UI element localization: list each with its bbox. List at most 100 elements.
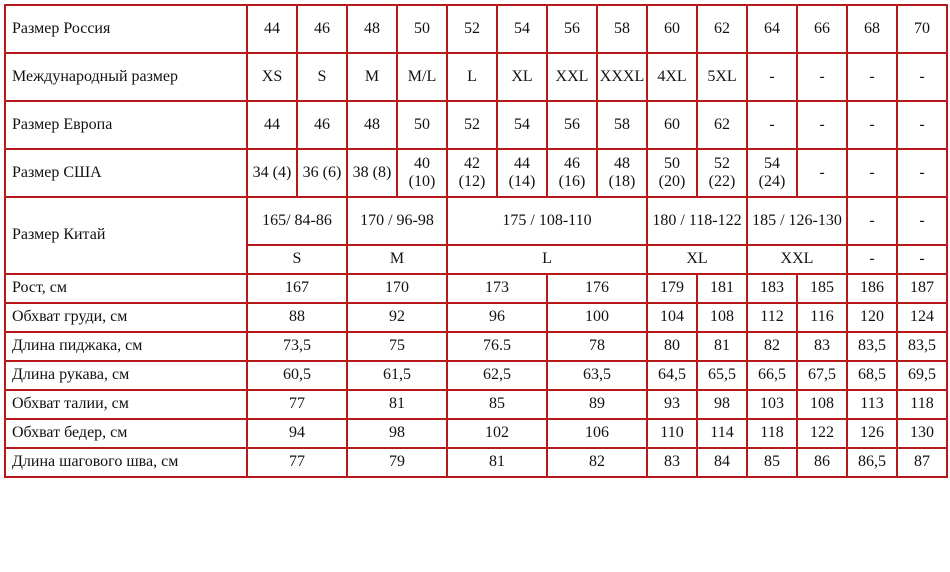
- table-cell: 116: [797, 303, 847, 332]
- table-cell: -: [797, 53, 847, 101]
- size-chart-table: Размер Россия 44 46 48 50 52 54 56 58 60…: [4, 4, 948, 478]
- table-cell: 175 / 108-110: [447, 197, 647, 245]
- table-cell: 62: [697, 5, 747, 53]
- table-cell: 52: [447, 5, 497, 53]
- table-cell: 46: [297, 5, 347, 53]
- table-cell: 118: [897, 390, 947, 419]
- table-cell: 81: [447, 448, 547, 477]
- table-cell: 80: [647, 332, 697, 361]
- table-cell: 60: [647, 101, 697, 149]
- table-cell: 85: [447, 390, 547, 419]
- table-cell: S: [247, 245, 347, 274]
- table-cell: 124: [897, 303, 947, 332]
- table-cell: 58: [597, 101, 647, 149]
- table-cell: 93: [647, 390, 697, 419]
- table-cell: -: [797, 149, 847, 197]
- table-cell: M: [347, 245, 447, 274]
- table-cell: 96: [447, 303, 547, 332]
- table-cell: 179: [647, 274, 697, 303]
- table-cell: 98: [347, 419, 447, 448]
- table-cell: -: [847, 245, 897, 274]
- table-cell: 122: [797, 419, 847, 448]
- table-cell: 103: [747, 390, 797, 419]
- table-cell: 70: [897, 5, 947, 53]
- table-cell: 86: [797, 448, 847, 477]
- row-chest: Обхват груди, см 88 92 96 100 104 108 11…: [5, 303, 947, 332]
- table-cell: 186: [847, 274, 897, 303]
- table-cell: 83,5: [847, 332, 897, 361]
- table-cell: 62,5: [447, 361, 547, 390]
- table-cell: 83: [797, 332, 847, 361]
- table-cell: 68,5: [847, 361, 897, 390]
- table-cell: 50: [397, 101, 447, 149]
- table-cell: 63,5: [547, 361, 647, 390]
- table-cell: 170 / 96-98: [347, 197, 447, 245]
- table-cell: 58: [597, 5, 647, 53]
- row-sleeve: Длина рукава, см 60,5 61,5 62,5 63,5 64,…: [5, 361, 947, 390]
- table-cell: 48: [347, 5, 397, 53]
- table-cell: XXXL: [597, 53, 647, 101]
- table-cell: 167: [247, 274, 347, 303]
- table-cell: 173: [447, 274, 547, 303]
- table-cell: XXL: [747, 245, 847, 274]
- label-russia: Размер Россия: [5, 5, 247, 53]
- table-cell: XL: [647, 245, 747, 274]
- table-cell: 82: [547, 448, 647, 477]
- row-europe: Размер Европа 44 46 48 50 52 54 56 58 60…: [5, 101, 947, 149]
- table-cell: -: [797, 101, 847, 149]
- table-cell: 94: [247, 419, 347, 448]
- table-cell: 106: [547, 419, 647, 448]
- table-cell: 5XL: [697, 53, 747, 101]
- table-cell: 79: [347, 448, 447, 477]
- table-cell: -: [847, 101, 897, 149]
- table-cell: 56: [547, 5, 597, 53]
- table-cell: L: [447, 53, 497, 101]
- table-cell: 89: [547, 390, 647, 419]
- table-cell: 181: [697, 274, 747, 303]
- table-cell: -: [747, 101, 797, 149]
- table-cell: 110: [647, 419, 697, 448]
- table-cell: 54: [497, 101, 547, 149]
- table-cell: 185 / 126-130: [747, 197, 847, 245]
- table-cell: 77: [247, 448, 347, 477]
- table-cell: -: [897, 197, 947, 245]
- table-cell: 48 (18): [597, 149, 647, 197]
- table-cell: 48: [347, 101, 397, 149]
- table-cell: 100: [547, 303, 647, 332]
- label-hips: Обхват бедер, см: [5, 419, 247, 448]
- table-cell: 50: [397, 5, 447, 53]
- table-cell: XL: [497, 53, 547, 101]
- table-cell: -: [897, 53, 947, 101]
- table-cell: 44 (14): [497, 149, 547, 197]
- label-chest: Обхват груди, см: [5, 303, 247, 332]
- label-jacket: Длина пиджака, см: [5, 332, 247, 361]
- table-cell: -: [847, 149, 897, 197]
- table-cell: 64,5: [647, 361, 697, 390]
- table-cell: 56: [547, 101, 597, 149]
- table-cell: 46: [297, 101, 347, 149]
- table-cell: 42 (12): [447, 149, 497, 197]
- table-cell: 66,5: [747, 361, 797, 390]
- table-cell: 64: [747, 5, 797, 53]
- table-cell: -: [847, 53, 897, 101]
- table-cell: 84: [697, 448, 747, 477]
- table-cell: 108: [797, 390, 847, 419]
- table-cell: M: [347, 53, 397, 101]
- table-cell: 62: [697, 101, 747, 149]
- table-cell: 81: [347, 390, 447, 419]
- table-cell: 50 (20): [647, 149, 697, 197]
- table-cell: 76.5: [447, 332, 547, 361]
- row-jacket: Длина пиджака, см 73,5 75 76.5 78 80 81 …: [5, 332, 947, 361]
- table-cell: 180 / 118-122: [647, 197, 747, 245]
- table-cell: 102: [447, 419, 547, 448]
- label-china: Размер Китай: [5, 197, 247, 274]
- row-intl: Международный размер XS S M M/L L XL XXL…: [5, 53, 947, 101]
- table-cell: 118: [747, 419, 797, 448]
- row-russia: Размер Россия 44 46 48 50 52 54 56 58 60…: [5, 5, 947, 53]
- table-cell: 83,5: [897, 332, 947, 361]
- table-cell: XXL: [547, 53, 597, 101]
- table-cell: 4XL: [647, 53, 697, 101]
- table-cell: 92: [347, 303, 447, 332]
- table-cell: 75: [347, 332, 447, 361]
- table-cell: -: [747, 53, 797, 101]
